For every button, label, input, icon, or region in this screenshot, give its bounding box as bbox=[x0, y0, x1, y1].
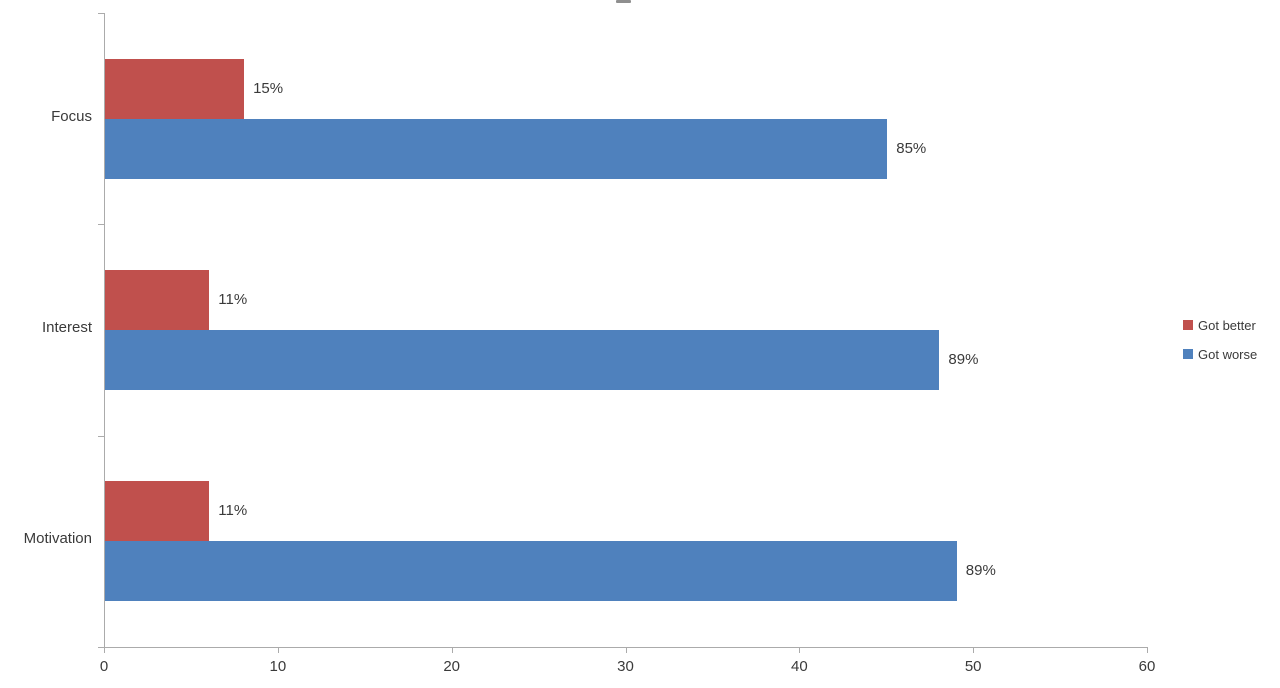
y-axis-category-tick bbox=[98, 13, 105, 14]
x-axis-tick-mark bbox=[1147, 647, 1148, 653]
y-axis-line bbox=[104, 13, 105, 647]
bar-value-label-got-worse-interest: 89% bbox=[948, 351, 979, 368]
bar-got-better-focus bbox=[105, 58, 245, 119]
bar-value-label-got-worse-motivation: 89% bbox=[965, 562, 996, 580]
bar-got-worse-interest bbox=[105, 330, 940, 390]
x-axis-tick-mark bbox=[973, 647, 975, 653]
x-axis-tick-label-60: 60 bbox=[1138, 658, 1156, 675]
legend-entry-got-worse: Got worse bbox=[1183, 344, 1257, 364]
y-axis-category-tick bbox=[98, 224, 105, 226]
x-axis-tick-label-30: 30 bbox=[617, 658, 634, 675]
legend-label-got-better: Got better bbox=[1198, 317, 1256, 333]
legend-label-got-worse: Got worse bbox=[1198, 346, 1258, 362]
x-axis-tick-label-10: 10 bbox=[269, 658, 287, 675]
category-label-interest: Interest bbox=[41, 319, 92, 336]
x-axis-tick-mark bbox=[799, 647, 801, 653]
x-axis-tick-mark bbox=[625, 647, 627, 653]
bar-value-label-got-worse-focus: 85% bbox=[896, 139, 927, 157]
bar-got-worse-focus bbox=[105, 118, 888, 179]
y-axis-category-tick bbox=[98, 647, 105, 648]
x-axis-tick-label-40: 40 bbox=[790, 658, 808, 675]
legend-swatch-got-worse bbox=[1183, 349, 1193, 359]
cropped-title-fragment bbox=[616, 0, 631, 3]
bar-value-label-got-better-interest: 11% bbox=[218, 291, 248, 308]
legend: Got better Got worse bbox=[1183, 315, 1257, 373]
legend-swatch-got-better bbox=[1183, 320, 1193, 330]
legend-entry-got-better: Got better bbox=[1183, 315, 1257, 335]
x-axis-tick-mark bbox=[277, 647, 279, 653]
bar-value-label-got-better-motivation: 11% bbox=[218, 502, 248, 520]
y-axis-category-tick bbox=[98, 435, 105, 437]
bar-got-better-interest bbox=[105, 270, 210, 330]
x-axis-tick-label-0: 0 bbox=[99, 658, 109, 675]
x-axis-tick-mark bbox=[104, 647, 105, 653]
bar-value-label-got-better-focus: 15% bbox=[253, 79, 284, 97]
category-label-motivation: Motivation bbox=[23, 530, 92, 548]
bar-got-better-motivation bbox=[105, 481, 210, 542]
bar-got-worse-motivation bbox=[105, 541, 957, 602]
x-axis-tick-label-20: 20 bbox=[443, 658, 460, 675]
x-axis-tick-label-50: 50 bbox=[964, 658, 982, 675]
category-label-focus: Focus bbox=[51, 107, 92, 125]
x-axis-tick-mark bbox=[451, 647, 453, 653]
